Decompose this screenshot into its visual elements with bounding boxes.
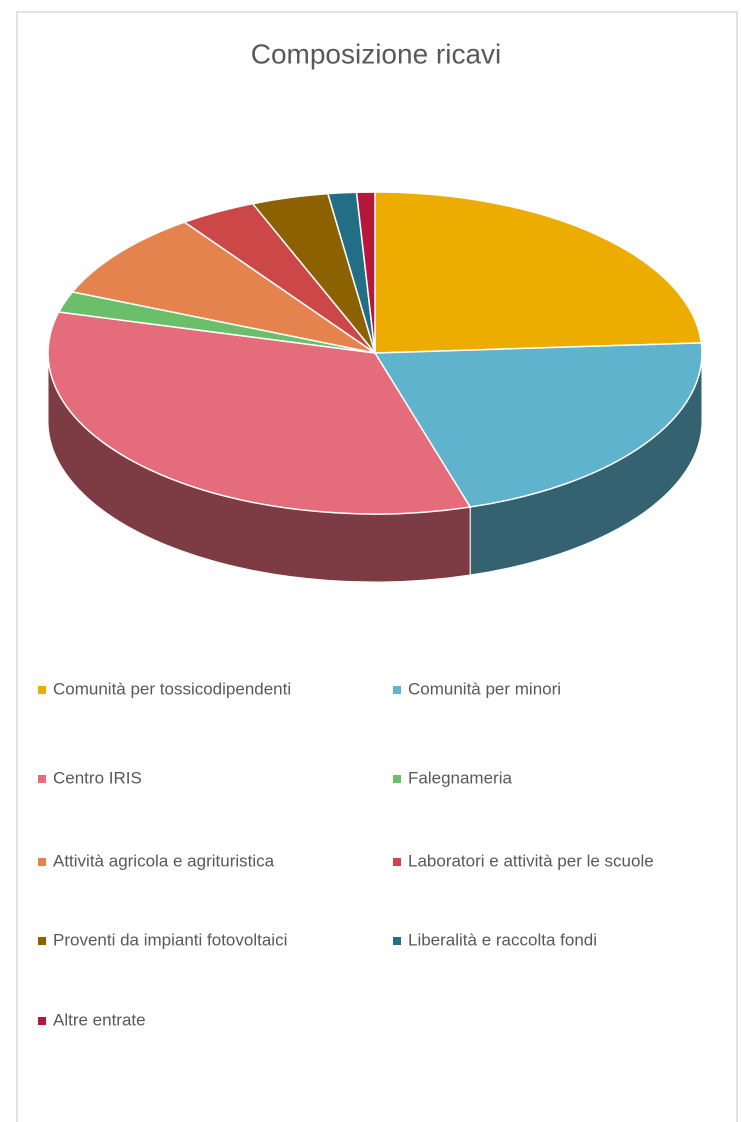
- legend-label: Altre entrate: [53, 1010, 146, 1029]
- legend-label: Laboratori e attività per le scuole: [408, 851, 654, 870]
- legend-label: Falegnameria: [408, 768, 512, 787]
- chart-title: Composizione ricavi: [251, 38, 502, 69]
- legend-marker: [38, 858, 46, 866]
- legend-marker: [38, 775, 46, 783]
- slice: [355, 191, 376, 354]
- legend-label: Proventi da impianti fotovoltaici: [53, 930, 287, 949]
- chart-frame: [16, 11, 738, 1122]
- slice: [71, 221, 376, 354]
- slice: [373, 342, 703, 508]
- legend-marker: [393, 858, 401, 866]
- legend-label: Centro IRIS: [53, 768, 142, 787]
- legend-label: Comunità per minori: [408, 679, 561, 698]
- slice: [374, 191, 703, 354]
- legend-label: Liberalità e raccolta fondi: [408, 930, 597, 949]
- legend-marker: [38, 686, 46, 694]
- legend-marker: [38, 1017, 46, 1025]
- legend-marker: [393, 686, 401, 694]
- legend-marker: [393, 775, 401, 783]
- legend-marker: [393, 937, 401, 945]
- slice: [47, 311, 472, 515]
- legend-marker: [38, 937, 46, 945]
- legend-label: Comunità per tossicodipendenti: [53, 679, 291, 698]
- legend-label: Attività agricola e agrituristica: [53, 851, 275, 870]
